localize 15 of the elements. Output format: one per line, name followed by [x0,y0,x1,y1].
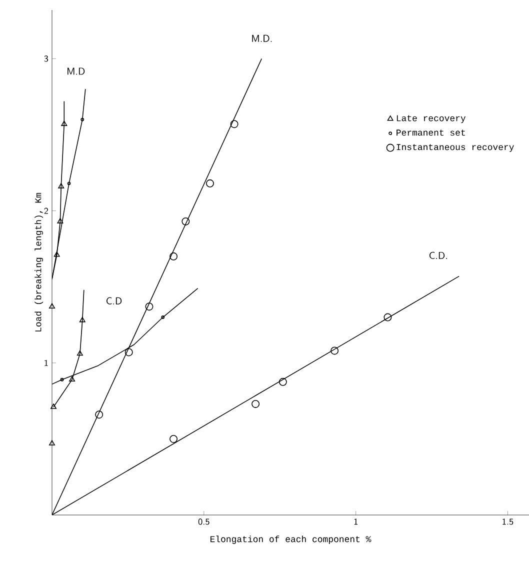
x-tick-label: 1.5 [502,518,514,525]
legend-label: Permanent set [396,130,465,136]
legend-label: Late recovery [396,115,466,124]
y-axis-title: Load (breaking length), Km [34,193,44,332]
annotation: C.D. [429,252,447,259]
x-axis-title: Elongation of each component % [210,536,372,544]
x-tick-label: 1 [354,518,358,525]
annotation: M.D [68,68,85,75]
annotation: M.D. [252,34,272,42]
y-tick-label: 3 [44,56,48,62]
x-tick-label: 0.5 [198,518,210,525]
annotation: C.D [106,297,122,304]
legend-label: Instantaneous recovery [396,144,514,152]
y-tick-label: 2 [44,208,48,214]
y-tick-label: 1 [44,360,48,366]
